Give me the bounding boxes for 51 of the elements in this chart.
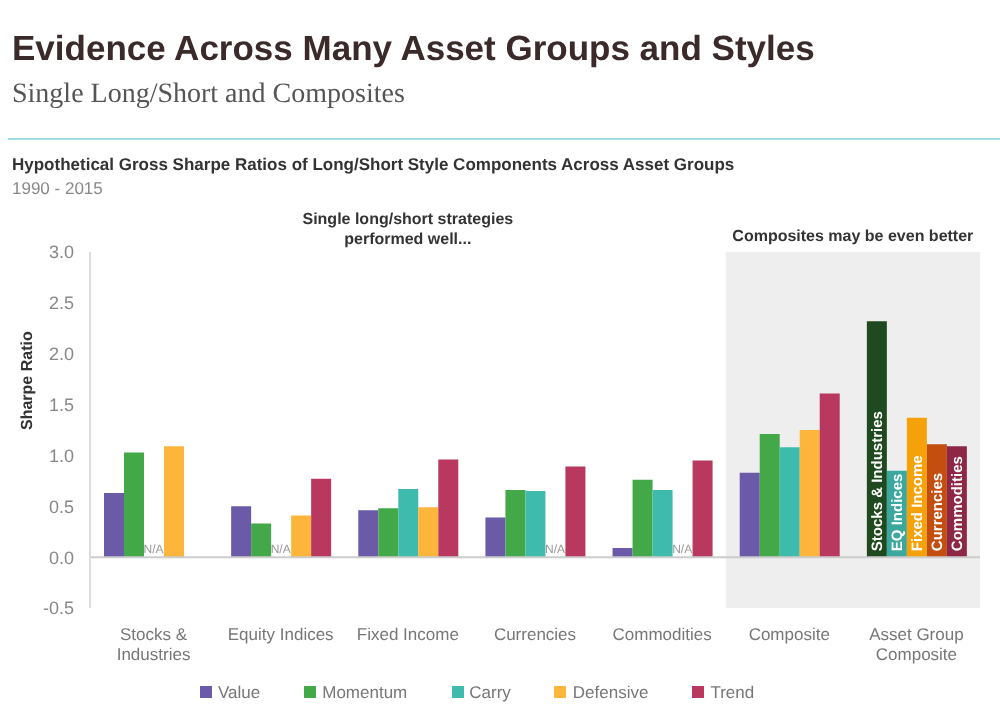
bar xyxy=(759,434,780,558)
bar xyxy=(692,460,713,558)
bar xyxy=(291,515,312,558)
bar xyxy=(358,510,379,558)
y-tick-label: -0.5 xyxy=(42,598,74,619)
bar xyxy=(251,523,272,558)
bar xyxy=(378,508,399,558)
y-tick-label: 2.0 xyxy=(48,344,74,365)
x-tick-label: Composite xyxy=(748,624,831,644)
band-label: Composites may be even better xyxy=(732,227,974,246)
bar xyxy=(652,490,673,558)
x-tick-label: Currencies xyxy=(493,624,577,644)
bar xyxy=(164,446,184,558)
bar xyxy=(739,472,760,558)
bar xyxy=(565,466,586,558)
x-tick-label: Equity Indices xyxy=(227,624,334,644)
bar xyxy=(124,452,144,558)
text: 1990 - 2015 xyxy=(12,178,103,198)
x-tick-label: Fixed Income xyxy=(356,624,460,644)
bar xyxy=(311,478,332,558)
bar xyxy=(438,459,459,558)
y-axis-title: Sharpe Ratio xyxy=(17,331,36,430)
bar xyxy=(779,447,800,558)
legend-label: Trend xyxy=(708,682,755,702)
x-tick-label: Commodities xyxy=(612,624,712,644)
text: Hypothetical Gross Sharpe Ratios of Long/Short Style Components Across Asset Groups xyxy=(12,154,735,174)
bar xyxy=(799,430,820,558)
x-tick-label: Stocks & Industries xyxy=(116,624,191,664)
y-tick-label: 0.0 xyxy=(48,547,74,568)
chart-subtitle: Single Long/Short and Composites xyxy=(12,80,405,112)
legend-label: Defensive xyxy=(570,682,649,702)
bar xyxy=(104,493,124,558)
bar xyxy=(231,506,252,558)
bar xyxy=(525,491,546,558)
y-tick-label: 3.0 xyxy=(48,242,74,263)
bar xyxy=(398,488,419,558)
legend-label: Carry xyxy=(467,682,511,702)
bar xyxy=(418,507,439,558)
bar xyxy=(505,490,526,558)
chart-title: Evidence Across Many Asset Groups and Styles xyxy=(12,28,815,70)
y-tick-label: 1.0 xyxy=(48,445,74,466)
y-tick-label: 2.5 xyxy=(48,293,74,314)
text: Single long/short strategies performed well... xyxy=(302,210,515,248)
legend-label: Momentum xyxy=(320,682,408,702)
legend-label: Value xyxy=(216,682,261,702)
bar xyxy=(485,517,506,558)
y-tick-label: 0.5 xyxy=(48,496,74,517)
x-tick-label: Asset Group Composite xyxy=(869,624,965,664)
bar xyxy=(819,393,840,558)
bar xyxy=(632,479,653,558)
y-tick-label: 1.5 xyxy=(48,394,74,415)
